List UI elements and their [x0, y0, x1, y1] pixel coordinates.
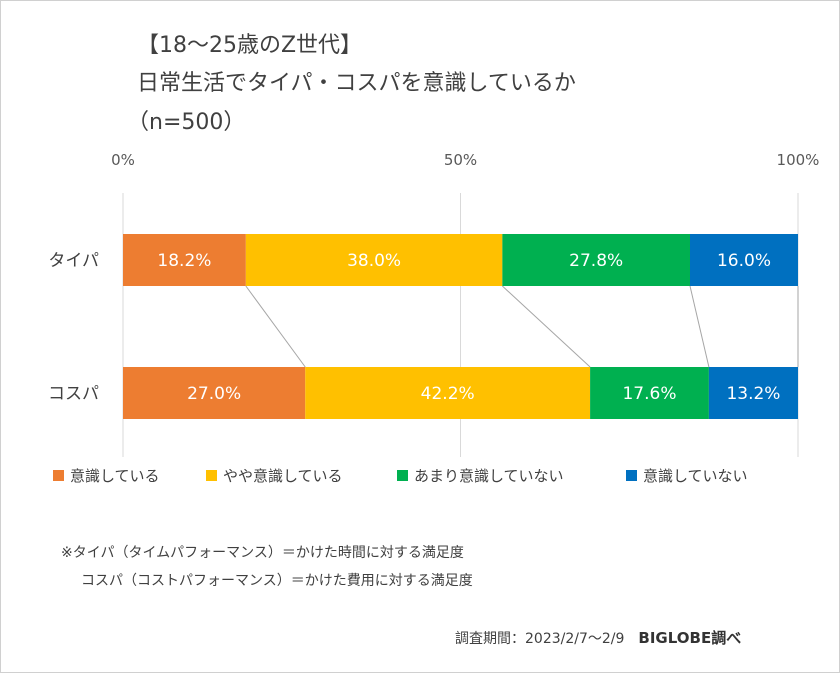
chart-title-line-2: 日常生活でタイパ・コスパを意識しているか: [137, 71, 576, 96]
data-label: 17.6%: [622, 384, 676, 404]
footnote-kospa: コスパ（コストパフォーマンス）＝かけた費用に対する満足度: [81, 573, 473, 589]
x-tick-label: 0%: [111, 151, 135, 169]
footer: 調査期間：2023/2/7〜2/9 BIGLOBE調べ: [455, 627, 741, 648]
source-brand: BIGLOBE調べ: [638, 629, 742, 647]
data-label: 18.2%: [157, 251, 211, 271]
legend-swatch: [53, 470, 64, 481]
bar-segment: [690, 234, 798, 286]
legend-swatch: [397, 470, 408, 481]
chart-title-line-1: 【18〜25歳のZ世代】: [137, 33, 363, 58]
survey-period: 調査期間：2023/2/7〜2/9: [455, 631, 625, 647]
bar-segment: [590, 367, 709, 419]
data-label: 16.0%: [717, 251, 771, 271]
legend-label: 意識している: [70, 467, 160, 485]
category-label: タイパ: [48, 251, 99, 271]
x-tick-label: 50%: [444, 151, 477, 169]
bar-segment: [708, 367, 798, 419]
bar-segment: [123, 367, 306, 419]
category-label: コスパ: [48, 384, 99, 404]
series-line: [245, 285, 306, 368]
x-tick-label: 100%: [777, 151, 820, 169]
series-line: [689, 285, 710, 368]
legend-label: あまり意識していない: [414, 467, 564, 485]
stacked-bar-chart: 0% 50% 100% 18.2% 38.0% 27.8% 16.0% タイパ 27.0% 42.…: [48, 151, 820, 485]
legend-label: やや意識している: [223, 467, 343, 485]
data-label: 13.2%: [726, 384, 780, 404]
data-label: 27.8%: [569, 251, 623, 271]
bar-segment: [502, 234, 690, 286]
bar-segment: [305, 367, 591, 419]
data-label: 42.2%: [421, 384, 475, 404]
bar-segment: [245, 234, 503, 286]
data-label: 38.0%: [347, 251, 401, 271]
legend-swatch: [626, 470, 637, 481]
legend-swatch: [206, 470, 217, 481]
legend-label: 意識していない: [643, 467, 748, 485]
series-line: [502, 285, 591, 368]
data-label: 27.0%: [187, 384, 241, 404]
chart-title-sample-size: （n=500）: [127, 110, 246, 135]
bar-segment: [123, 234, 246, 286]
footnote-taipa: ※タイパ（タイムパフォーマンス）＝かけた時間に対する満足度: [61, 545, 464, 561]
